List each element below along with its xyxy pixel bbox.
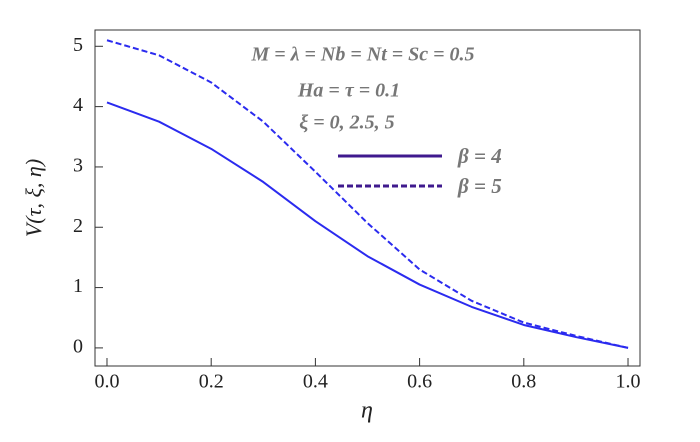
annotation: Ha = τ = 0.1 xyxy=(297,80,400,102)
y-tick-label: 0 xyxy=(73,335,83,357)
annotation: M = λ = Nb = Nt = Sc = 0.5 xyxy=(250,44,474,66)
x-tick-label: 0.8 xyxy=(511,371,536,393)
y-tick-label: 2 xyxy=(73,215,83,237)
line-series xyxy=(106,101,629,349)
y-axis-label: V(τ, ξ, η) xyxy=(21,159,46,237)
x-tick-label: 0.4 xyxy=(303,371,328,393)
plot-frame xyxy=(94,29,641,367)
legend-label: β = 4 xyxy=(457,144,502,168)
legend-label: β = 5 xyxy=(457,174,502,198)
y-tick-label: 5 xyxy=(73,34,83,56)
line-series xyxy=(106,39,629,349)
annotation: ξ = 0, 2.5, 5 xyxy=(299,112,394,134)
y-tick-label: 1 xyxy=(73,275,83,297)
x-tick-label: 1.0 xyxy=(616,371,641,393)
x-tick-label: 0.2 xyxy=(199,371,224,393)
x-tick-label: 0.6 xyxy=(407,371,432,393)
x-tick-label: 0.0 xyxy=(94,371,119,393)
y-tick-label: 4 xyxy=(73,94,83,116)
y-tick-label: 3 xyxy=(73,155,83,177)
x-axis-label: η xyxy=(361,398,373,424)
